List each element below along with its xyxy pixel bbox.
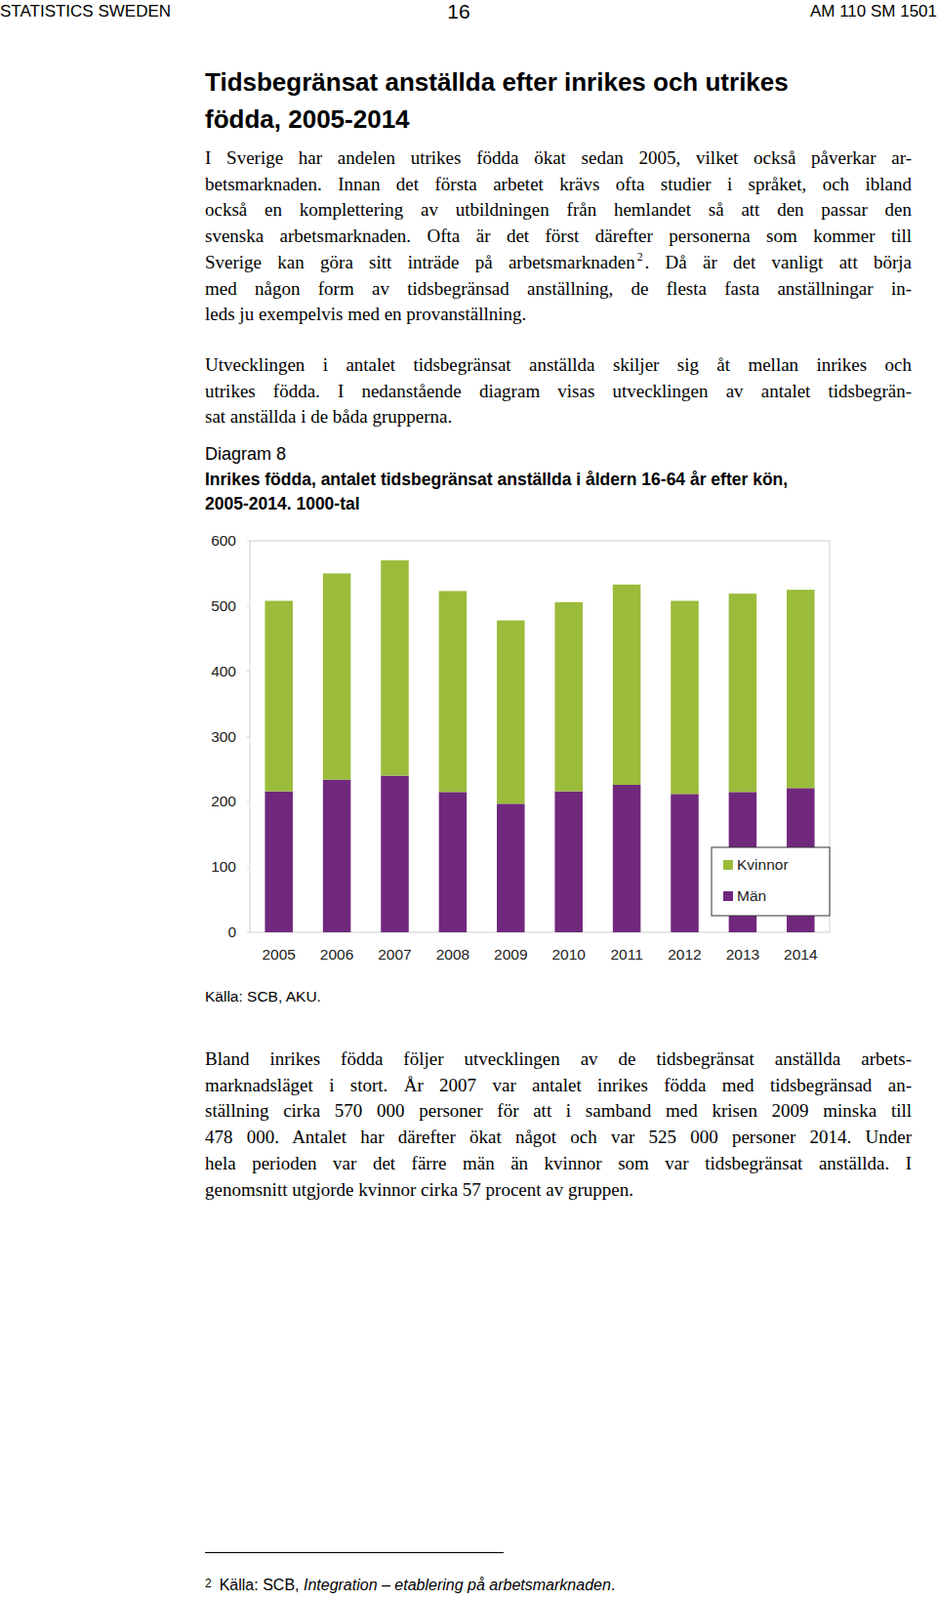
y-tick-label: 600 <box>210 531 237 549</box>
page-number: 16 <box>447 0 470 24</box>
chart-title: 2005-2014. 1000-tal <box>204 491 361 516</box>
source: Källa: SCB, AKU. <box>204 987 322 1006</box>
text-line: utrikes födda. I nedanstående diagram vi… <box>204 378 912 406</box>
text-line: med någon form av tidsbegränsad anställn… <box>204 276 912 303</box>
section-title: Tidsbegränsat anställda efter inrikes oc… <box>204 64 789 100</box>
x-tick-label: 2009 <box>493 945 528 963</box>
chart: 0 100 200 300 400 500 600 2005 2006 2007 2008 2009 2… <box>0 0 937 1600</box>
bar <box>554 602 583 792</box>
legend-label: Kvinnor <box>736 855 789 873</box>
x-tick-label: 2012 <box>667 945 701 963</box>
footnote-marker: 2 <box>204 1576 212 1590</box>
x-tick-label: 2007 <box>377 945 411 963</box>
bar <box>670 793 699 933</box>
x-tick-label: 2008 <box>436 945 470 963</box>
text-line: också en komplettering av utbildningen f… <box>204 197 912 224</box>
x-tick-label: 2010 <box>551 945 586 963</box>
header-left: STATISTICS SWEDEN <box>0 1 171 22</box>
bar <box>496 620 526 805</box>
text-line: I Sverige har andelen utrikes födda ökat… <box>204 145 912 172</box>
text: . <box>611 1576 615 1593</box>
text: Integration – etablering på arbetsmarkna… <box>303 1576 612 1593</box>
text-line: hela perioden var det färre män än kvinn… <box>204 1150 912 1178</box>
legend-label: Män <box>736 887 767 904</box>
text-line: marknadsläget i stort. År 2007 var antal… <box>204 1072 912 1100</box>
bar <box>670 600 699 794</box>
text-line: sat anställda i de båda grupperna. <box>204 404 452 431</box>
section-title: födda, 2005-2014 <box>204 101 410 137</box>
text-line: Bland inrikes födda följer utvecklingen … <box>204 1046 912 1073</box>
text-line: genomsnitt utgjorde kvinnor cirka 57 pro… <box>204 1177 634 1204</box>
footnote-ref: 2 <box>635 250 646 264</box>
bar <box>554 791 583 933</box>
plot-frame <box>249 540 830 933</box>
bar <box>380 560 409 776</box>
bar <box>439 590 468 792</box>
text-line: svenska arbetsmarknaden. Ofta är det för… <box>204 223 912 250</box>
y-tick-label: 100 <box>210 857 237 875</box>
x-tick-label: 2011 <box>610 945 643 963</box>
text: . Då är det vanligt att börja <box>645 251 912 273</box>
text-line: Utvecklingen i antalet tidsbegränsat ans… <box>204 352 912 379</box>
y-tick-label: 300 <box>210 728 237 745</box>
bar <box>439 791 468 933</box>
bar <box>264 791 293 933</box>
x-tick-label: 2005 <box>261 945 295 963</box>
y-tick-label: 200 <box>210 792 237 810</box>
y-tick-label: 400 <box>210 662 237 680</box>
bar <box>496 803 526 933</box>
text-line: Sverige kan göra sitt inträde på arbetsm… <box>204 249 912 277</box>
text-line: leds ju exempelvis med en provanställnin… <box>204 301 527 328</box>
x-tick-label: 2006 <box>320 945 354 963</box>
legend-box <box>711 847 830 916</box>
y-tick-label: 500 <box>210 597 237 614</box>
text: Källa: SCB, <box>219 1576 304 1593</box>
bar <box>729 593 758 792</box>
text-line: 478 000. Antalet har därefter ökat något… <box>204 1124 912 1151</box>
bar <box>323 779 352 933</box>
bar <box>612 784 642 933</box>
x-tick-label: 2013 <box>726 945 760 963</box>
bar <box>264 600 293 791</box>
bar <box>612 584 642 785</box>
legend-swatch <box>723 859 734 870</box>
text-line: ställning cirka 570 000 personer för att… <box>204 1098 912 1125</box>
bar <box>323 572 352 779</box>
chart-title: Inrikes födda, antalet tidsbegränsat ans… <box>204 467 788 491</box>
footnote-rule <box>204 1551 504 1553</box>
bar <box>380 775 409 933</box>
text-line: betsmarknaden. Innan det första arbetet … <box>204 171 912 199</box>
legend-swatch <box>723 891 734 901</box>
footnote: 2 Källa: SCB, Integration – etablering på… <box>204 1576 615 1594</box>
x-tick-label: 2014 <box>783 945 818 963</box>
bar <box>786 589 815 788</box>
header-right: AM 110 SM 1501 <box>810 1 937 22</box>
diagram-label: Diagram 8 <box>204 444 286 465</box>
text: Sverige kan göra sitt inträde på arbetsm… <box>204 251 636 273</box>
y-tick-label: 0 <box>227 923 237 940</box>
